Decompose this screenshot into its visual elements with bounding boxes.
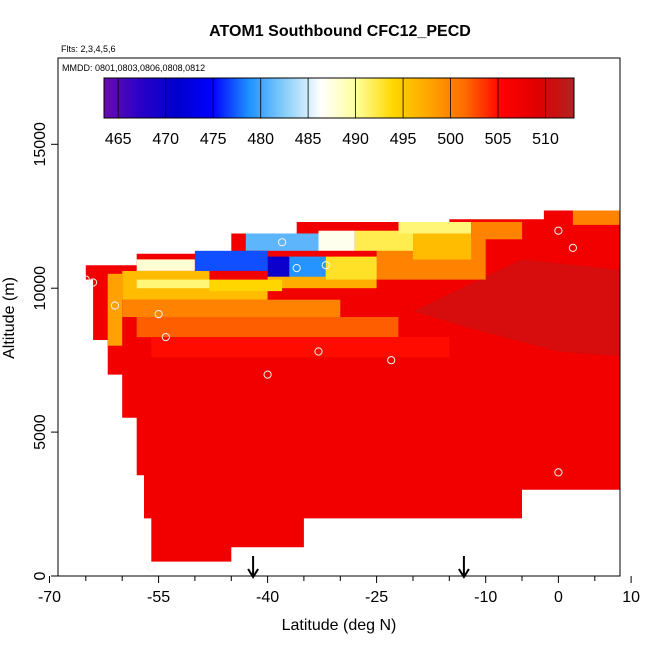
colorbar-ticks: 465 470 475 480 485 490 495 500 505 510 xyxy=(105,78,559,148)
x-axis-label: Latitude (deg N) xyxy=(282,617,397,634)
sample-point xyxy=(263,370,272,379)
colorbar-gradient xyxy=(103,77,575,119)
heatmap-cell xyxy=(122,299,341,317)
x-tick-label: 0 xyxy=(554,589,563,606)
sample-point xyxy=(147,563,156,572)
x-tick-label: -70 xyxy=(38,589,61,606)
flight-arrow-head xyxy=(458,568,470,579)
heatmap-cell xyxy=(471,222,523,240)
x-tick-label: 10 xyxy=(622,589,640,606)
heatmap-cell xyxy=(318,230,355,251)
arrows-layer xyxy=(247,556,470,579)
colorbar-tick-label: 465 xyxy=(105,131,132,148)
y-tick-label: 5000 xyxy=(32,414,49,450)
sample-point xyxy=(387,356,396,365)
heatmap-cell xyxy=(194,250,268,271)
colorbar-tick-label: 510 xyxy=(532,131,559,148)
sample-point xyxy=(314,347,323,356)
y-tick-label: 15000 xyxy=(32,122,49,167)
colorbar-tick-label: 490 xyxy=(342,131,369,148)
colorbar: 465 470 475 480 485 490 495 500 505 510 xyxy=(103,77,575,148)
x-tick-label: -55 xyxy=(147,589,170,606)
heatmap-cell xyxy=(325,256,377,280)
colorbar-tick-label: 480 xyxy=(247,131,274,148)
flight-arrow xyxy=(247,556,259,579)
x-tick-label: -25 xyxy=(365,589,388,606)
heatmap-cell xyxy=(122,271,210,283)
sample-point xyxy=(154,310,163,319)
sample-point xyxy=(321,261,330,270)
sample-point xyxy=(161,333,170,342)
colorbar-tick-label: 500 xyxy=(437,131,464,148)
dates-subtitle: MMDD: 0801,0803,0806,0808,0812 xyxy=(62,63,205,73)
heatmap-cell xyxy=(354,230,413,251)
y-axis: 0 5000 10000 15000 xyxy=(32,122,58,580)
heatmap-layer xyxy=(85,210,620,562)
colorbar-tick-label: 485 xyxy=(295,131,322,148)
y-tick-label: 0 xyxy=(32,571,49,580)
heatmap-cell xyxy=(209,279,283,292)
flight-arrow xyxy=(458,556,470,579)
chart-title: ATOM1 Southbound CFC12_PECD xyxy=(209,23,471,40)
heatmap-cell xyxy=(136,259,195,271)
heatmap-cell xyxy=(572,210,620,225)
y-axis-label: Altitude (m) xyxy=(1,277,18,359)
heatmap-cell xyxy=(136,317,399,338)
heatmap-dark-region xyxy=(413,259,620,357)
sample-point xyxy=(89,278,98,287)
x-tick-label: -40 xyxy=(256,589,279,606)
colorbar-tick-label: 475 xyxy=(200,131,227,148)
sample-point xyxy=(292,264,301,273)
plot-frame xyxy=(57,57,621,577)
heatmap-cell xyxy=(267,256,290,277)
x-tick-label: -10 xyxy=(474,589,497,606)
colorbar-tick-label: 470 xyxy=(152,131,179,148)
flight-arrow-head xyxy=(247,568,259,579)
sample-point xyxy=(110,301,120,310)
flights-subtitle: Flts: 2,3,4,5,6 xyxy=(61,44,116,54)
colorbar-tick-label: 495 xyxy=(390,131,417,148)
heatmap-cell xyxy=(245,233,319,251)
heatmap-cell xyxy=(151,337,450,358)
heatmap-cell xyxy=(413,230,472,260)
heatmap-cell xyxy=(398,222,472,234)
points-layer xyxy=(81,226,578,572)
sample-point xyxy=(81,275,90,284)
y-tick-label: 10000 xyxy=(32,266,49,311)
x-axis: -70-55-40-25-1001020304050607080 xyxy=(38,576,640,606)
heatmap-cell xyxy=(289,256,326,277)
sample-point xyxy=(554,226,563,235)
sample-point xyxy=(554,468,563,477)
colorbar-tick-label: 505 xyxy=(485,131,512,148)
heatmap-cell xyxy=(136,279,210,289)
sample-point xyxy=(568,243,578,252)
heatmap-cell xyxy=(107,273,123,346)
sample-point xyxy=(278,238,287,247)
